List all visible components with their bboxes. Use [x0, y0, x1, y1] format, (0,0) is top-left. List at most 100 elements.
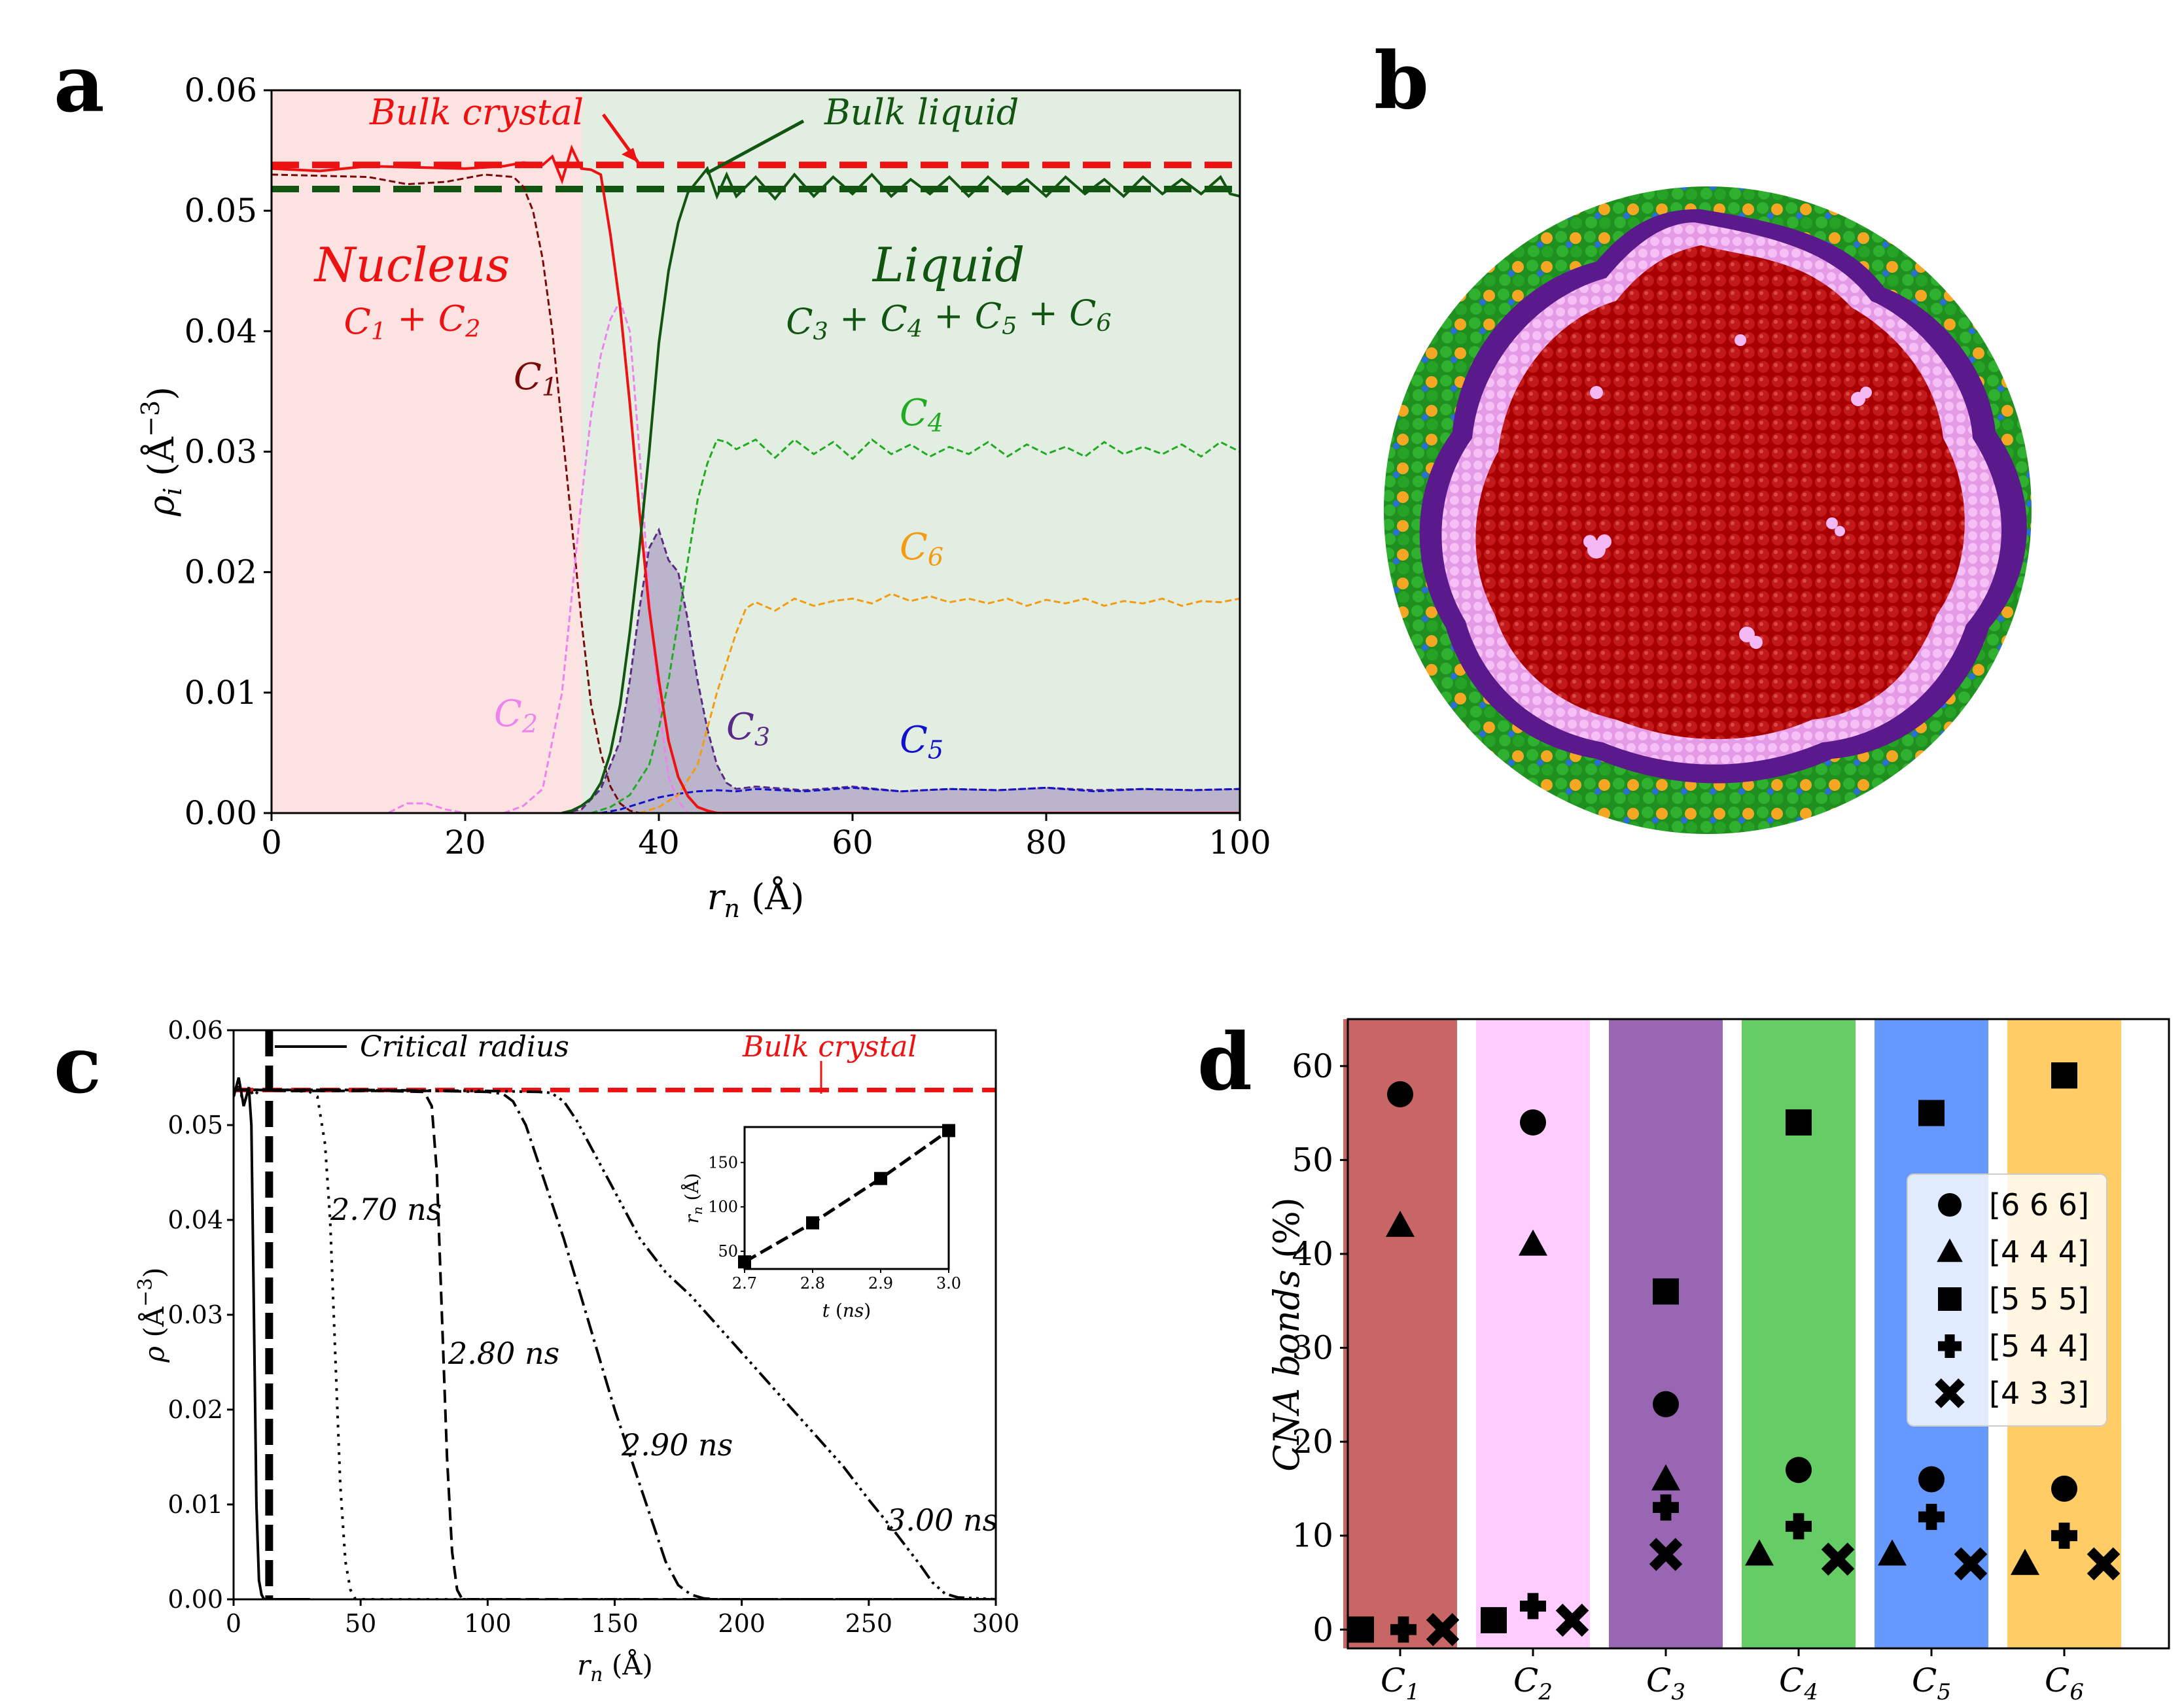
marker-triangle [1519, 1229, 1547, 1256]
ytick-label: 0.00 [185, 794, 257, 832]
marker-triangle [1745, 1539, 1774, 1566]
label-c6: C6​ [900, 526, 943, 572]
band-C1 [1343, 1019, 1457, 1648]
label-bulk-crystal-c: Bulk crystal [742, 1030, 917, 1064]
series-label-2-70: 2.70 ns [330, 1192, 442, 1227]
series-1 [234, 1088, 996, 1599]
legend-marker-triangle [1937, 1238, 1963, 1262]
label-critical-radius: Critical radius [360, 1030, 569, 1064]
panel-label-b: b [1374, 35, 1429, 127]
component-c6 [639, 593, 1240, 813]
inset-chart: 2.7 2.8 2.9 3.0 50 100 150 t (ns) rn (Å) [681, 1124, 961, 1321]
marker-triangle [1386, 1210, 1415, 1237]
ytick-label: 60 [1292, 1047, 1333, 1085]
interface-clusters [1583, 334, 1872, 649]
component-c4 [590, 438, 1240, 813]
inset-ytick-label: 50 [718, 1242, 738, 1260]
ytick-label: 30 [1292, 1329, 1333, 1367]
legend-marker-x [1935, 1378, 1965, 1408]
chart-d-ylabel: CNA bonds (%) [1266, 1197, 1307, 1472]
inset-ylabel: rn (Å) [681, 1173, 705, 1223]
inset-xlabel: t (ns) [822, 1300, 871, 1321]
chart-c-ylabel: ρ (Å−3) [134, 1267, 170, 1363]
panel-label-c: c [54, 1019, 101, 1111]
chart-c-xlabel: rn (Å) [577, 1648, 653, 1686]
legend-marker-square [1938, 1287, 1962, 1311]
ytick-label: 0 [1312, 1610, 1333, 1648]
ytick-label: 0.04 [185, 312, 257, 350]
marker-circle [1520, 1109, 1546, 1136]
marker-x [2087, 1547, 2121, 1581]
marker-circle [2051, 1475, 2077, 1502]
ytick-label: 10 [1292, 1517, 1333, 1555]
inset-xtick-label: 3.0 [936, 1274, 961, 1293]
chart-a: 0 20 40 60 80 100 0.00 0.01 0.02 0.03 0.04 0.05 0.06… [136, 71, 1271, 923]
marker-plus [2051, 1522, 2078, 1549]
band-C3 [1609, 1019, 1723, 1648]
chart-a-frame [270, 89, 1241, 814]
ytick-label: 50 [1292, 1141, 1333, 1179]
legend-label: [4 3 3] [1989, 1376, 2089, 1411]
label-c5: C5​ [900, 719, 943, 765]
ytick-label: 0.04 [167, 1206, 223, 1234]
xtick-label: 20 [444, 824, 486, 861]
xtick-label: 150 [591, 1609, 639, 1638]
chart-a-ylabel: ρi (Å−3) [136, 387, 187, 517]
ytick-label: 0.01 [185, 674, 257, 712]
legend-label: [5 4 4] [1989, 1329, 2089, 1364]
series-label-2-80: 2.80 ns [448, 1336, 559, 1371]
inset-xtick-label: 2.7 [732, 1274, 757, 1293]
arrow-bulk-liquid-a [705, 119, 805, 175]
marker-square [1653, 1278, 1679, 1305]
inset-xtick-label: 2.9 [868, 1274, 893, 1293]
xtick-label: C5 [1912, 1661, 1951, 1702]
xtick-label: C4 [1779, 1661, 1818, 1702]
nucleus-region [272, 90, 582, 813]
xtick-label: 200 [718, 1609, 766, 1638]
label-bulk-liquid-a: Bulk liquid [824, 92, 1019, 133]
xtick-label: 80 [1025, 824, 1067, 861]
inset-ytick-label: 150 [708, 1153, 738, 1172]
series-0 [234, 1077, 996, 1599]
component-c5 [600, 786, 1240, 813]
chart-d-frame [1347, 1018, 2170, 1650]
xtick-label: 60 [832, 824, 873, 861]
inset-point [942, 1124, 955, 1138]
marker-circle [1786, 1457, 1812, 1484]
ytick-label: 20 [1292, 1423, 1333, 1461]
ytick-label: 0.06 [167, 1016, 223, 1045]
chart-c: 0 50 100 150 200 250 300 0.00 0.01 0.02 0.03 0.04 0.… [134, 1016, 1019, 1686]
marker-plus [1653, 1494, 1680, 1521]
marker-plus [1918, 1503, 1945, 1530]
series-label-2-90: 2.90 ns [621, 1427, 733, 1463]
ytick-label: 0.06 [185, 71, 257, 109]
c3-area [562, 530, 1240, 813]
label-c1: C1​ [514, 356, 557, 402]
marker-square [1918, 1100, 1945, 1126]
marker-x [1555, 1603, 1589, 1637]
label-bulk-crystal-a: Bulk crystal [369, 92, 584, 133]
legend-marker-plus [1938, 1334, 1962, 1358]
ytick-label: 40 [1292, 1235, 1333, 1273]
marker-x [1426, 1612, 1460, 1646]
xtick-label: 0 [226, 1609, 241, 1638]
marker-plus [1390, 1616, 1417, 1643]
label-c4: C4​ [900, 392, 943, 438]
ytick-label: 0.01 [167, 1490, 223, 1519]
xtick-label: 300 [972, 1609, 1020, 1638]
label-c2: C2​ [494, 693, 538, 738]
legend: [6 6 6] [4 4 4] [5 5 5] [5 4 4] [4 3 3] [1907, 1173, 2107, 1427]
marker-square [1481, 1606, 1507, 1633]
marker-circle [1387, 1081, 1413, 1107]
marker-triangle [1651, 1464, 1680, 1491]
xtick-label: 250 [845, 1609, 893, 1638]
ytick-label: 0.05 [167, 1111, 223, 1139]
marker-square [2051, 1062, 2077, 1089]
ytick-label: 0.03 [185, 433, 257, 471]
marker-x [1821, 1542, 1855, 1576]
inset-ytick-label: 100 [708, 1198, 738, 1216]
ytick-label: 0.03 [167, 1300, 223, 1329]
label-nucleus-sum: C1​ + C2​ [344, 298, 481, 346]
legend-label: [5 5 5] [1989, 1281, 2089, 1317]
